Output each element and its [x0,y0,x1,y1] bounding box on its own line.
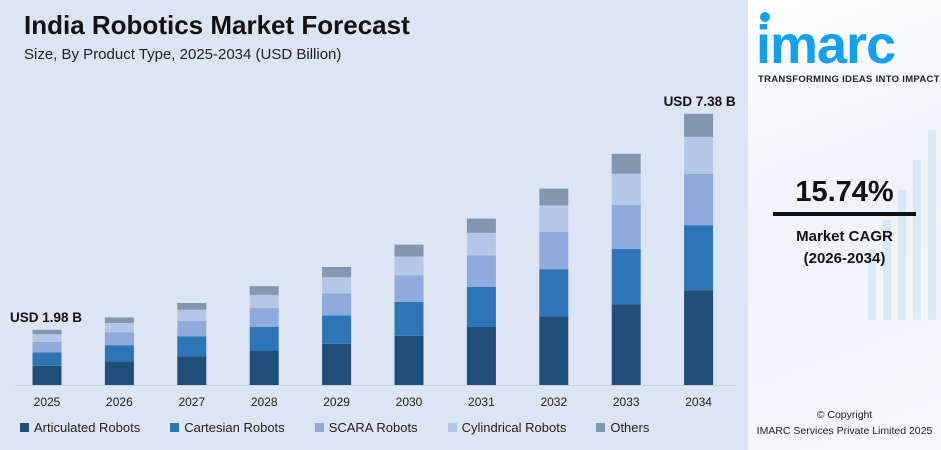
legend-label: Others [610,420,650,435]
bar-segment-2031-cartesian-robots [466,286,496,327]
bar-segment-2032-cylindrical-robots [539,205,569,232]
bar-segment-2034-others [684,113,714,137]
bar-segment-2025-others [32,329,62,335]
bar-segment-2027-cylindrical-robots [177,309,207,321]
bar-segment-2027-articulated-robots [177,356,207,385]
cagr-label: Market CAGR (2026-2034) [748,226,941,270]
bar-segment-2030-others [394,244,424,257]
bar-segment-2030-cylindrical-robots [394,256,424,276]
bar-segment-2029-cylindrical-robots [322,277,352,294]
bar-segment-2029-scara-robots [322,293,352,316]
cagr-value: 15.74% [795,176,894,208]
x-tick-label: 2026 [106,395,133,409]
copyright: © Copyright IMARC Services Private Limit… [748,407,941,439]
bar-segment-2029-cartesian-robots [322,315,352,344]
legend-label: Cylindrical Robots [461,420,567,435]
legend-label: SCARA Robots [328,420,418,435]
bar-segment-2028-cylindrical-robots [249,294,279,309]
bar-segment-2026-others [104,317,134,324]
legend-item: Others [596,420,649,435]
divider [773,212,916,216]
bar-segment-2028-articulated-robots [249,350,279,385]
legend-swatch [170,423,180,432]
legend-swatch [596,423,606,432]
total-data-label: USD 1.98 B [10,310,82,325]
bar-segment-2033-cartesian-robots [611,248,641,305]
bar-segment-2031-scara-robots [466,255,496,287]
imarc-logo: imarc [756,15,896,75]
bar-segment-2031-others [466,218,496,233]
legend-swatch [20,423,29,432]
x-tick-label: 2025 [34,395,61,409]
bar-segment-2029-articulated-robots [322,343,352,385]
bar-segment-2027-cartesian-robots [177,336,207,357]
legend-label: Articulated Robots [34,420,141,435]
bar-segment-2034-scara-robots [684,173,714,226]
bar-segment-2025-cylindrical-robots [32,334,62,342]
bar-segment-2032-articulated-robots [539,316,569,385]
x-tick-label: 2033 [613,395,640,409]
stacked-bar-chart: 2025 USD 1.98 B 2026 2027 2028 2029 2030 2031 20… [10,94,736,409]
bar-segment-2027-others [177,303,207,310]
total-data-label: USD 7.38 B [664,94,736,109]
bar-segment-2033-cylindrical-robots [611,173,641,205]
legend: Articulated Robots Cartesian Robots SCARA … [20,420,679,435]
chart-panel: India Robotics Market Forecast Size, By … [10,10,736,435]
bar-segment-2034-cartesian-robots [684,225,714,291]
x-tick-label: 2027 [178,395,205,409]
background-chart-decoration [868,130,936,320]
bar-segment-2030-scara-robots [394,275,424,302]
legend-label: Cartesian Robots [184,420,285,435]
copyright-label: © Copyright [816,409,873,421]
legend-item: Articulated Robots [20,420,140,435]
legend-swatch [447,423,457,432]
bar-segment-2025-articulated-robots [32,365,62,385]
bar-segment-2031-articulated-robots [466,326,496,385]
bar-segment-2025-cartesian-robots [32,352,62,366]
legend-item: Cylindrical Robots [447,420,567,435]
bar-segment-2030-cartesian-robots [394,301,424,336]
bar-segment-2032-scara-robots [539,231,569,270]
bar-segment-2032-cartesian-robots [539,269,569,317]
cagr-label-text: Market CAGR [796,228,893,245]
cagr-period: (2026-2034) [803,250,886,267]
bar-segment-2026-cylindrical-robots [104,323,134,333]
legend-swatch [314,423,324,432]
bar-segment-2026-cartesian-robots [104,345,134,362]
bar-segment-2025-scara-robots [32,341,62,353]
legend-item: Cartesian Robots [170,420,285,435]
x-tick-label: 2030 [396,395,423,409]
bar-segment-2028-cartesian-robots [249,326,279,351]
info-sidebar: imarc TRANSFORMING IDEAS INTO IMPACT 15.… [748,0,941,450]
bar-segment-2032-others [539,188,569,206]
bar-segment-2029-others [322,267,352,278]
x-tick-label: 2034 [685,395,712,409]
x-tick-label: 2029 [323,395,350,409]
logo-dot-icon [760,12,770,22]
bar-segment-2033-articulated-robots [611,304,641,385]
chart-title: India Robotics Market Forecast [24,10,410,40]
logo-tagline: TRANSFORMING IDEAS INTO IMPACT [758,74,940,85]
bar-segment-2026-articulated-robots [104,361,134,385]
legend-item: SCARA Robots [314,420,418,435]
copyright-company: IMARC Services Private Limited 2025 [756,425,933,437]
x-tick-label: 2031 [468,395,495,409]
x-tick-label: 2032 [540,395,567,409]
bar-segment-2030-articulated-robots [394,335,424,385]
bar-segment-2033-scara-robots [611,204,641,249]
bar-segment-2034-articulated-robots [684,290,714,385]
chart-subtitle: Size, By Product Type, 2025-2034 (USD Bi… [24,46,342,63]
bar-segment-2028-others [249,286,279,295]
bar-segment-2026-scara-robots [104,332,134,346]
bar-segment-2033-others [611,153,641,174]
x-tick-label: 2028 [251,395,278,409]
bar-segment-2031-cylindrical-robots [466,232,496,256]
bar-segment-2034-cylindrical-robots [684,136,714,174]
bar-segment-2028-scara-robots [249,308,279,327]
bar-segment-2027-scara-robots [177,320,207,337]
